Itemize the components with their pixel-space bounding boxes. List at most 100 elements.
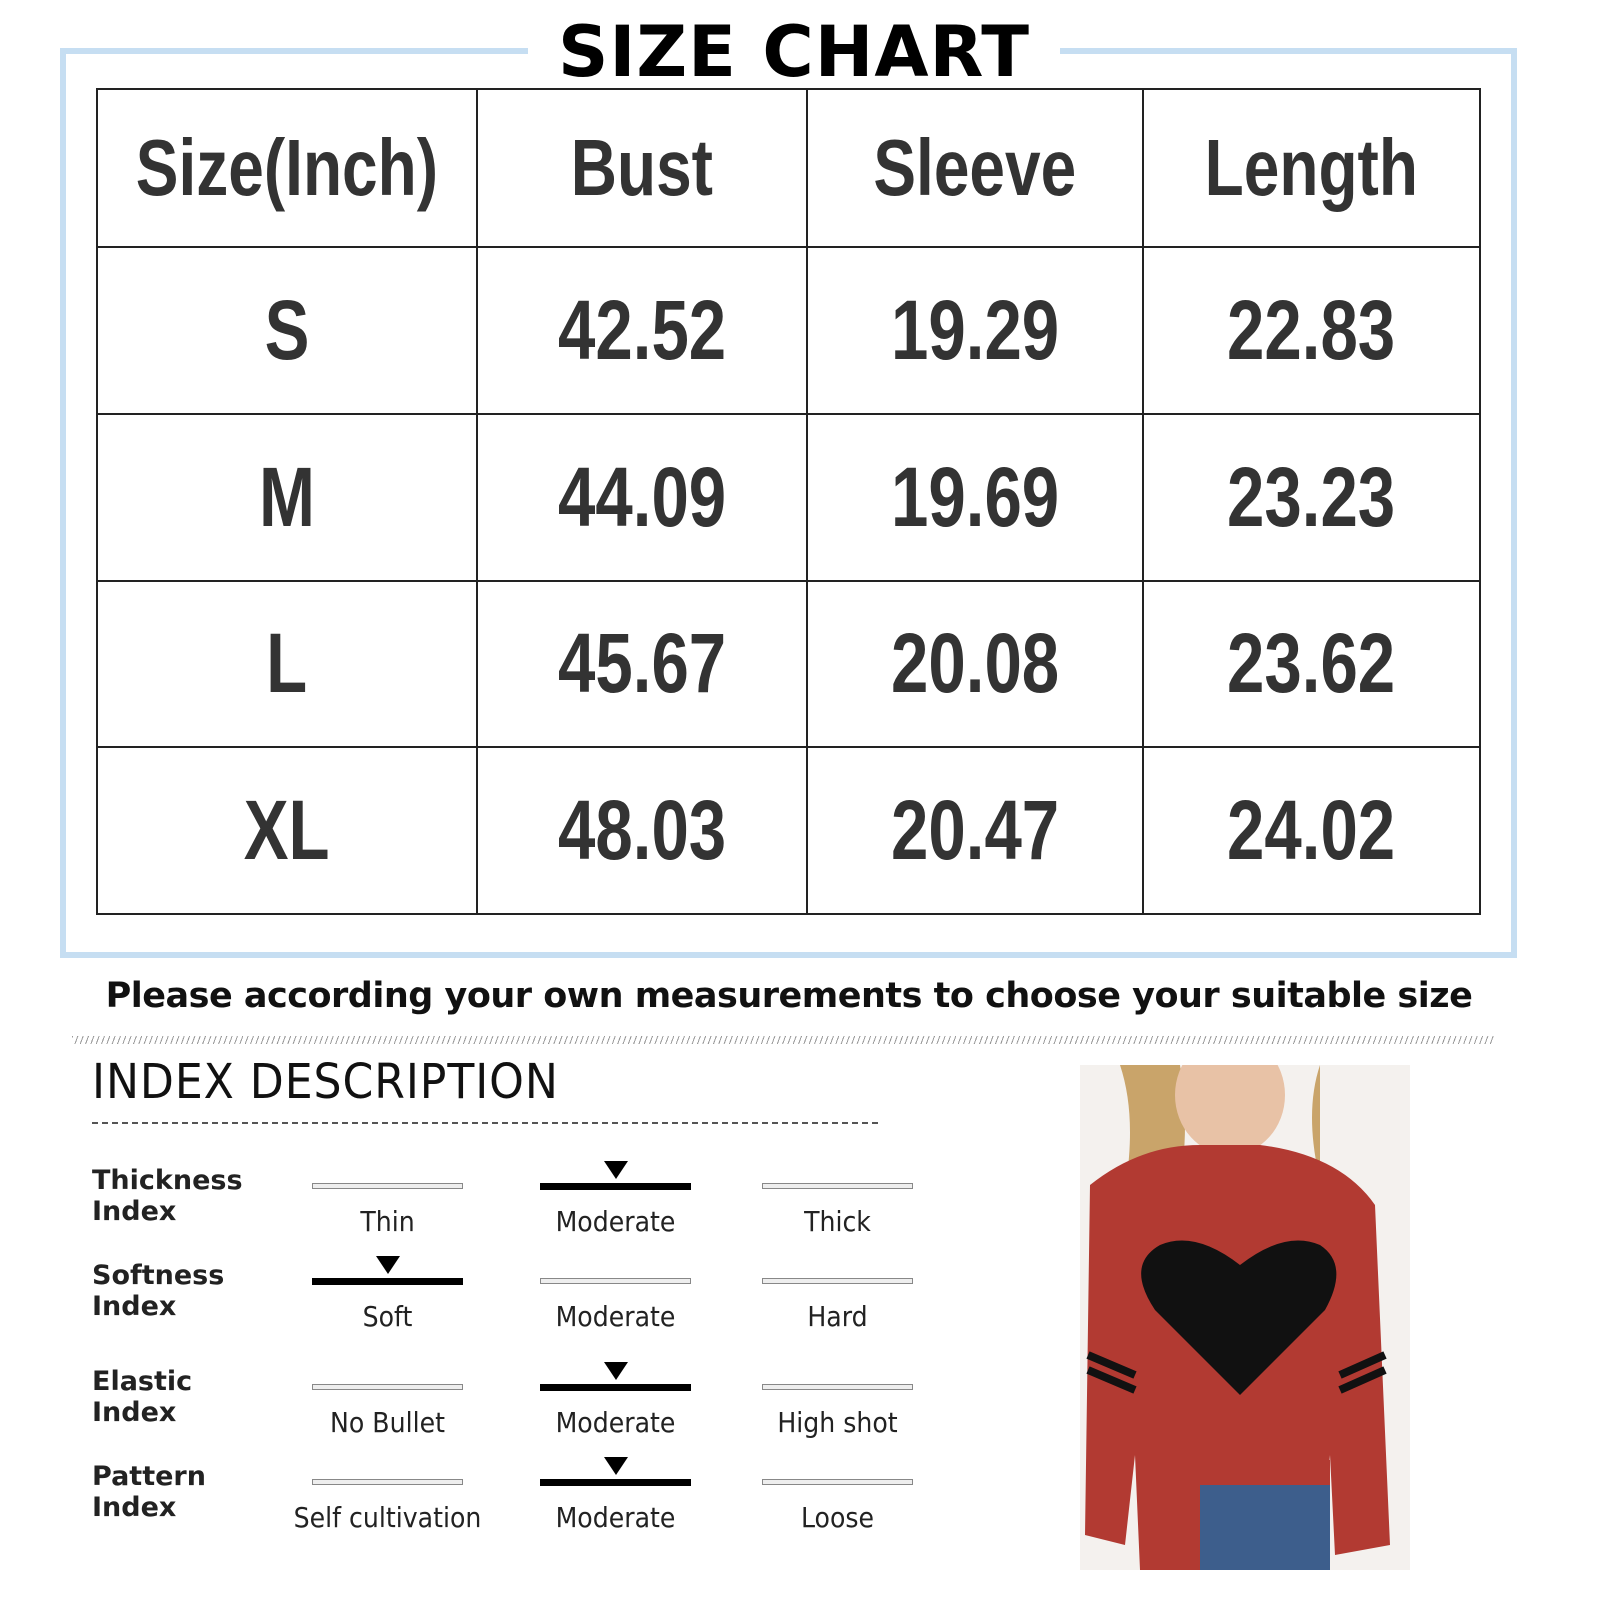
chart-title: SIZE CHART <box>528 10 1060 93</box>
option-label: Moderate <box>555 1501 676 1534</box>
cell-value: 23.23 <box>1227 449 1396 544</box>
header-length: Length <box>1204 123 1419 213</box>
cell-value: 48.03 <box>558 783 727 878</box>
index-bar <box>762 1479 913 1485</box>
index-bar <box>540 1278 691 1284</box>
table-cell: 20.08 <box>806 579 1144 749</box>
table-row: S 42.52 19.29 22.83 <box>96 246 1482 415</box>
table-cell: 22.83 <box>1141 246 1482 415</box>
index-bar <box>312 1183 463 1189</box>
table-cell: M <box>96 412 478 582</box>
index-bar <box>312 1384 463 1390</box>
index-option: Moderate <box>540 1161 691 1245</box>
selected-marker-icon <box>604 1161 628 1179</box>
index-label: Elastic Index <box>92 1366 193 1428</box>
selected-marker-icon <box>604 1457 628 1475</box>
index-option: Self cultivation <box>294 1461 481 1541</box>
index-title: INDEX DESCRIPTION <box>92 1054 559 1110</box>
option-label: Thin <box>360 1205 415 1238</box>
index-label: Softness Index <box>92 1260 225 1322</box>
table-row: M 44.09 19.69 23.23 <box>96 412 1482 582</box>
index-label: Thickness Index <box>92 1165 243 1227</box>
index-row: Softness Index Soft Moderate Hard <box>0 1256 1000 1360</box>
cell-value: M <box>258 449 315 544</box>
index-bar <box>540 1479 691 1486</box>
table-cell: 44.09 <box>475 412 809 582</box>
index-option: Moderate <box>540 1457 691 1541</box>
option-label: No Bullet <box>330 1406 445 1439</box>
table-cell: 48.03 <box>475 746 809 915</box>
option-label: Self cultivation <box>293 1501 482 1534</box>
option-label: Soft <box>362 1300 413 1333</box>
index-option: Hard <box>762 1260 913 1340</box>
index-option: Thin <box>312 1165 463 1245</box>
option-label: High shot <box>777 1406 898 1439</box>
option-label: Thick <box>804 1205 871 1238</box>
selected-marker-icon <box>604 1362 628 1380</box>
table-cell: 23.62 <box>1141 579 1482 749</box>
option-label: Loose <box>800 1501 875 1534</box>
cell-value: 19.29 <box>891 283 1060 378</box>
index-bar <box>312 1479 463 1485</box>
index-option: Soft <box>312 1256 463 1340</box>
cell-value: 22.83 <box>1227 283 1396 378</box>
dashed-divider <box>92 1122 878 1124</box>
cell-value: L <box>266 616 308 711</box>
table-row: XL 48.03 20.47 24.02 <box>96 746 1482 915</box>
model-photo <box>1080 1065 1410 1570</box>
index-option: No Bullet <box>312 1366 463 1446</box>
table-header-row: Size(Inch) Bust Sleeve Length <box>96 87 1482 249</box>
option-label: Hard <box>807 1300 868 1333</box>
header-cell: Bust <box>475 87 809 249</box>
table-cell: L <box>96 579 478 749</box>
cell-value: 23.62 <box>1227 616 1396 711</box>
index-bar <box>762 1278 913 1284</box>
cell-value: 20.47 <box>891 783 1060 878</box>
header-sleeve: Sleeve <box>873 123 1077 213</box>
index-option: Loose <box>762 1461 913 1541</box>
cell-value: 19.69 <box>891 449 1060 544</box>
table-cell: 20.47 <box>806 746 1144 915</box>
cell-value: 24.02 <box>1227 783 1396 878</box>
header-cell: Size(Inch) <box>96 87 478 249</box>
cell-value: XL <box>243 783 330 878</box>
table-cell: 45.67 <box>475 579 809 749</box>
index-bar <box>762 1384 913 1390</box>
cell-value: 44.09 <box>558 449 727 544</box>
index-bar <box>540 1384 691 1391</box>
index-label: Pattern Index <box>92 1461 206 1523</box>
cell-value: 45.67 <box>558 616 727 711</box>
index-row: Thickness Index Thin Moderate Thick <box>0 1161 1000 1265</box>
index-option: High shot <box>762 1366 913 1446</box>
header-cell: Sleeve <box>806 87 1144 249</box>
header-bust: Bust <box>571 123 714 213</box>
index-row: Pattern Index Self cultivation Moderate Loo… <box>0 1457 1000 1561</box>
header-size: Size(Inch) <box>135 123 439 213</box>
table-cell: 24.02 <box>1141 746 1482 915</box>
index-option: Moderate <box>540 1362 691 1446</box>
index-option: Moderate <box>540 1260 691 1340</box>
index-bar <box>312 1278 463 1285</box>
index-row: Elastic Index No Bullet Moderate High shot <box>0 1362 1000 1466</box>
size-note: Please according your own measurements t… <box>105 976 1473 1016</box>
index-bar <box>762 1183 913 1189</box>
cell-value: S <box>264 283 310 378</box>
table-cell: 42.52 <box>475 246 809 415</box>
table-cell: S <box>96 246 478 415</box>
table-cell: 19.69 <box>806 412 1144 582</box>
size-table: Size(Inch) Bust Sleeve Length S 42.52 19.2… <box>96 87 1482 915</box>
index-option: Thick <box>762 1165 913 1245</box>
heart-icon <box>1141 1240 1337 1395</box>
table-cell: 23.23 <box>1141 412 1482 582</box>
table-row: L 45.67 20.08 23.62 <box>96 579 1482 749</box>
selected-marker-icon <box>376 1256 400 1274</box>
hatch-divider <box>72 1036 1494 1044</box>
index-bar <box>540 1183 691 1190</box>
header-cell: Length <box>1141 87 1482 249</box>
option-label: Moderate <box>555 1205 676 1238</box>
option-label: Moderate <box>555 1406 676 1439</box>
option-label: Moderate <box>555 1300 676 1333</box>
cell-value: 42.52 <box>558 283 727 378</box>
cell-value: 20.08 <box>891 616 1060 711</box>
table-cell: 19.29 <box>806 246 1144 415</box>
